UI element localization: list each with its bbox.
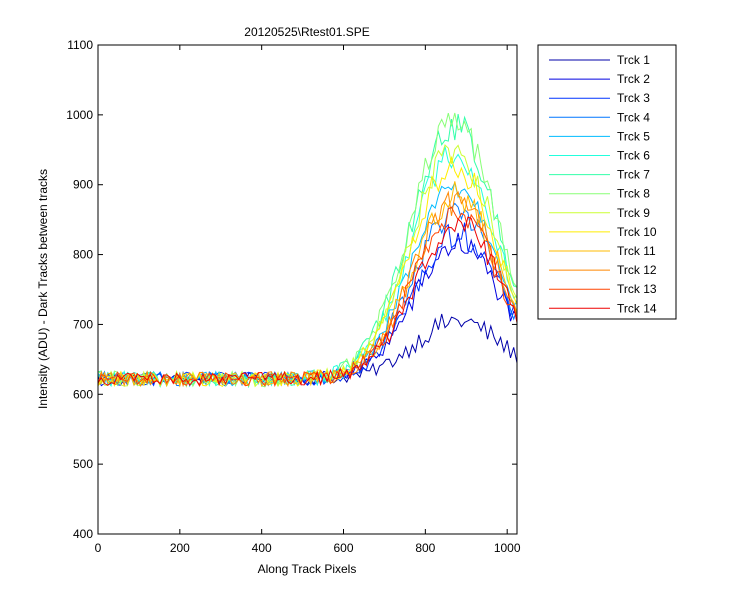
legend-entries: Trck 1 Trck 2 Trck 3 Trck 4 Trck 5 Trck 6 Trck… — [549, 53, 657, 315]
y-tick-label: 700 — [73, 317, 93, 331]
legend-label: Trck 4 — [617, 110, 650, 124]
series-line-trck-14 — [98, 216, 517, 387]
legend-label: Trck 9 — [617, 206, 650, 220]
x-tick-label: 600 — [333, 541, 353, 555]
x-tick-label: 800 — [415, 541, 435, 555]
legend-label: Trck 12 — [617, 263, 657, 277]
legend-label: Trck 3 — [617, 91, 650, 105]
y-tick-label: 1100 — [67, 38, 93, 52]
y-tick-label: 900 — [73, 178, 93, 192]
x-axis-label: Along Track Pixels — [258, 562, 357, 576]
x-tick-label: 400 — [252, 541, 272, 555]
legend-label: Trck 6 — [617, 149, 650, 163]
y-axis: 400 500 600 700 800 900 1000 1100 — [66, 38, 517, 541]
legend-label: Trck 8 — [617, 187, 650, 201]
plot-frame — [97, 44, 518, 535]
x-tick-label: 0 — [95, 541, 102, 555]
y-tick-label: 400 — [73, 527, 93, 541]
legend-label: Trck 10 — [617, 225, 657, 239]
y-tick-label: 800 — [73, 248, 93, 262]
chart-title: 20120525\Rtest01.SPE — [244, 25, 369, 39]
legend-label: Trck 14 — [617, 301, 657, 315]
legend-label: Trck 1 — [617, 53, 650, 67]
x-tick-label: 1000 — [494, 541, 521, 555]
legend-label: Trck 11 — [617, 244, 656, 258]
series-line-trck-13 — [98, 206, 517, 388]
legend-label: Trck 5 — [617, 129, 650, 143]
legend-label: Trck 7 — [617, 168, 650, 182]
legend-box — [537, 44, 677, 320]
y-axis-label: Intensity (ADU) - Dark Tracks between tr… — [36, 169, 50, 409]
legend: Trck 1 Trck 2 Trck 3 Trck 4 Trck 5 Trck 6 Trck… — [537, 44, 677, 320]
x-axis: 0 200 400 600 800 1000 — [95, 45, 521, 555]
y-tick-label: 600 — [73, 387, 93, 401]
legend-label: Trck 2 — [617, 72, 650, 86]
y-tick-label: 1000 — [66, 108, 93, 122]
series-layer — [98, 112, 517, 389]
legend-label: Trck 13 — [617, 282, 657, 296]
y-tick-label: 500 — [73, 457, 93, 471]
x-tick-label: 200 — [170, 541, 190, 555]
